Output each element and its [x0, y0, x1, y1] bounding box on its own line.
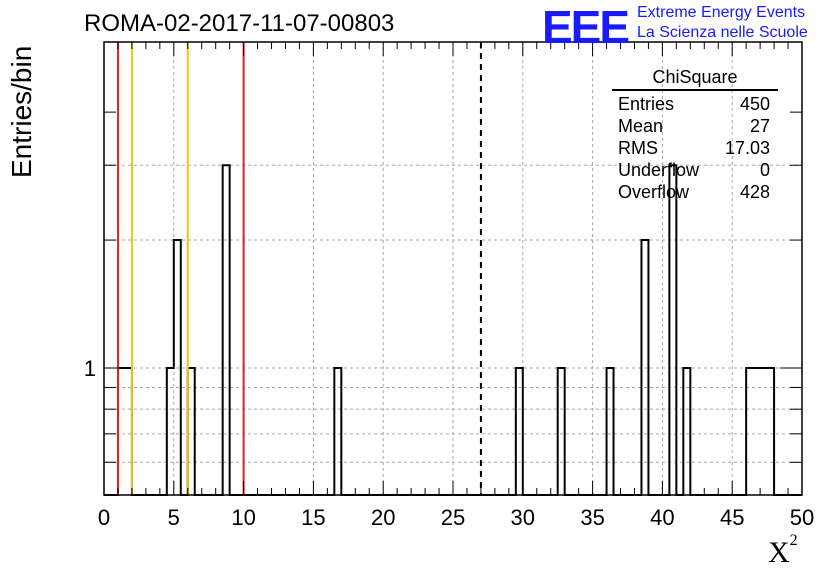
tick-label-layer: 0 5 10 15 20 25 30 35 40 45 50 1	[84, 356, 814, 530]
y-axis-label: Entries/bin	[6, 45, 37, 178]
plot-title: ROMA-02-2017-11-07-00803	[84, 10, 395, 37]
logo-line-2: La Scienza nelle Scuole	[637, 24, 808, 41]
x-axis-label-text: X	[768, 536, 790, 569]
stats-value: 0	[759, 160, 770, 180]
stats-label: Entries	[618, 94, 675, 114]
x-tick-label: 5	[168, 505, 180, 530]
stats-value: 17.03	[724, 138, 770, 158]
histogram-bin	[223, 165, 230, 495]
stats-value: 428	[739, 182, 770, 202]
stats-row-underflow: Underflow 0	[612, 159, 778, 181]
stats-label: Overflow	[618, 182, 690, 202]
x-tick-label: 35	[580, 505, 604, 530]
y-tick-label: 1	[84, 356, 96, 381]
stats-label: Mean	[618, 116, 664, 136]
stats-value: 450	[739, 94, 770, 114]
x-tick-label: 30	[511, 505, 535, 530]
stats-label: Underflow	[618, 160, 700, 180]
x-tick-label: 0	[98, 505, 110, 530]
stats-box: ChiSquare Entries 450 Mean 27 RMS 17.03 Und…	[612, 67, 778, 203]
stats-row-entries: Entries 450	[612, 93, 778, 115]
stats-row-mean: Mean 27	[612, 115, 778, 137]
marker-lines-layer	[116, 42, 482, 495]
x-tick-label: 20	[371, 505, 395, 530]
eee-logo: EEE	[542, 1, 630, 53]
x-tick-label: 25	[441, 505, 465, 530]
frame-layer	[103, 41, 803, 496]
stats-value: 27	[749, 116, 770, 136]
histogram-bin	[669, 165, 676, 495]
stats-title: ChiSquare	[612, 67, 778, 91]
stats-label: RMS	[618, 138, 658, 158]
x-tick-label: 45	[720, 505, 744, 530]
stats-row-rms: RMS 17.03	[612, 137, 778, 159]
x-axis-label-superscript: 2	[789, 532, 798, 549]
x-tick-label: 15	[301, 505, 325, 530]
x-tick-label: 10	[231, 505, 255, 530]
x-tick-label: 40	[650, 505, 674, 530]
grid-layer	[104, 42, 802, 495]
logo-line-1: Extreme Energy Events	[637, 4, 806, 21]
x-tick-label: 50	[790, 505, 814, 530]
stats-row-overflow: Overflow 428	[612, 181, 778, 203]
x-axis-label: X2	[768, 532, 798, 570]
